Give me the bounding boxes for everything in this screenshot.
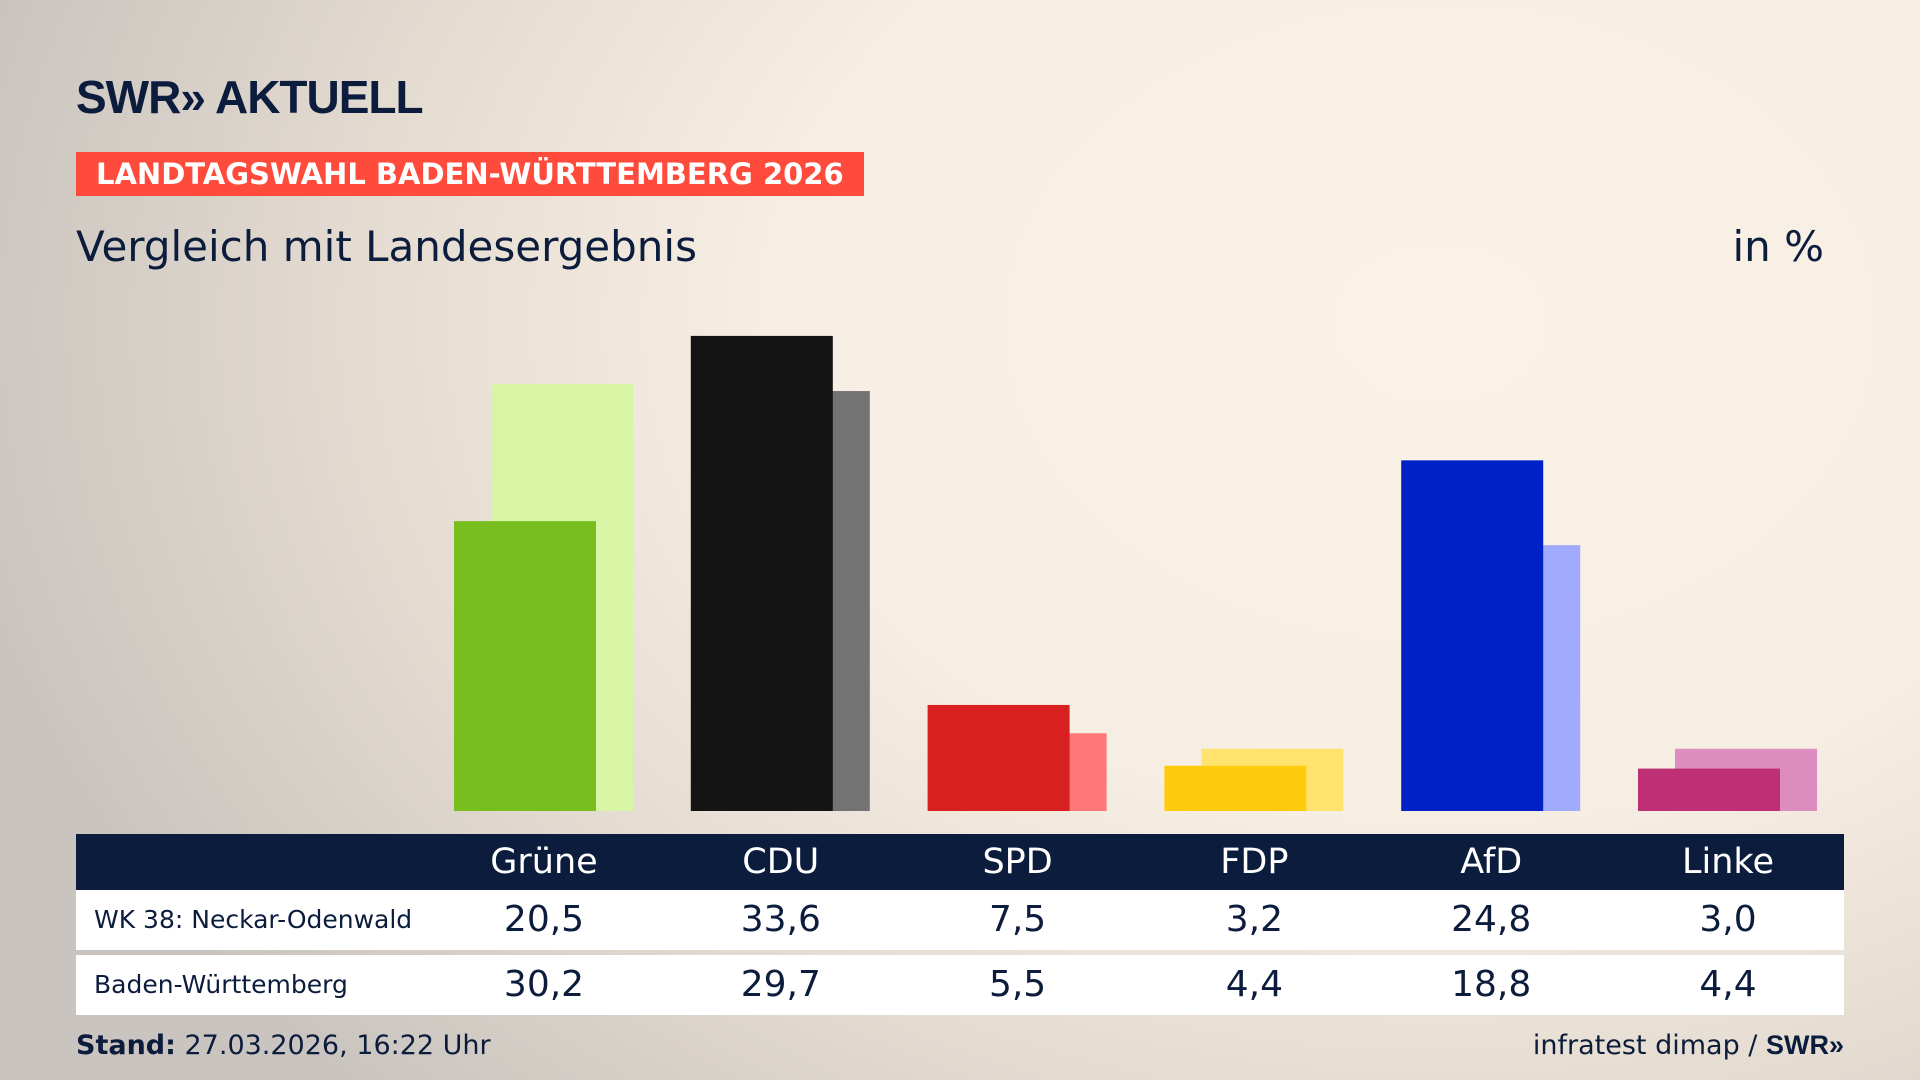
value-cell: 18,8 [1451,964,1532,1005]
stand-label: Stand: [76,1030,176,1061]
value-cell: 33,6 [740,899,821,940]
swr-logo: SWR» [1765,1030,1844,1060]
value-cell: 24,8 [1451,899,1532,940]
value-cell: 3,0 [1699,899,1757,940]
bar-wahlkreis-linke [1638,768,1780,811]
table-header: Grüne CDU SPD FDP AfD Linke [76,834,1844,890]
election-banner: LANDTAGSWAHL BADEN-WÜRTTEMBERG 2026 [76,152,864,196]
value-cell: 30,2 [503,964,585,1005]
bar-wahlkreis-fdp [1164,765,1307,811]
source-text: infratest dimap / [1532,1030,1766,1061]
row-label: Baden-Württemberg [94,970,348,999]
stand-value: 27.03.2026, 16:22 Uhr [175,1030,491,1061]
party-label: Linke [1682,842,1774,882]
value-cell: 4,4 [1699,964,1757,1005]
value-cell: 3,2 [1225,899,1284,940]
swr-aktuell-logo: SWR» AKTUELL [76,71,424,123]
unit-label: in % [1732,222,1824,271]
row-label: WK 38: Neckar-Odenwald [94,905,413,934]
value-cell: 29,7 [740,964,821,1005]
value-cell: 20,5 [503,899,585,940]
bar-chart [454,335,1817,811]
table-row: Baden-Württemberg 30,2 29,7 5,5 4,4 18,8 4,4 [76,955,1844,1015]
party-label: CDU [742,842,820,882]
chart-subtitle: Vergleich mit Landesergebnis [76,222,697,271]
party-label: FDP [1220,842,1289,882]
value-cell: 7,5 [988,899,1047,940]
bar-wahlkreis-spd [927,704,1070,811]
timestamp: Stand: 27.03.2026, 16:22 Uhr [76,1030,491,1061]
source: infratest dimap / SWR» [1533,1030,1844,1061]
table-row: WK 38: Neckar-Odenwald 20,5 33,6 7,5 3,2 24,8… [76,890,1844,950]
bar-wahlkreis-cdu [690,335,833,811]
party-label: Grüne [490,842,598,882]
value-cell: 4,4 [1225,964,1284,1005]
party-label: AfD [1460,842,1523,882]
party-label: SPD [982,842,1053,882]
value-cell: 5,5 [988,964,1047,1005]
bar-wahlkreis-afd [1401,460,1544,811]
bar-wahlkreis-grüne [454,521,596,811]
results-table: Grüne CDU SPD FDP AfD Linke WK 38: Neckar-Ode… [76,834,1844,1020]
